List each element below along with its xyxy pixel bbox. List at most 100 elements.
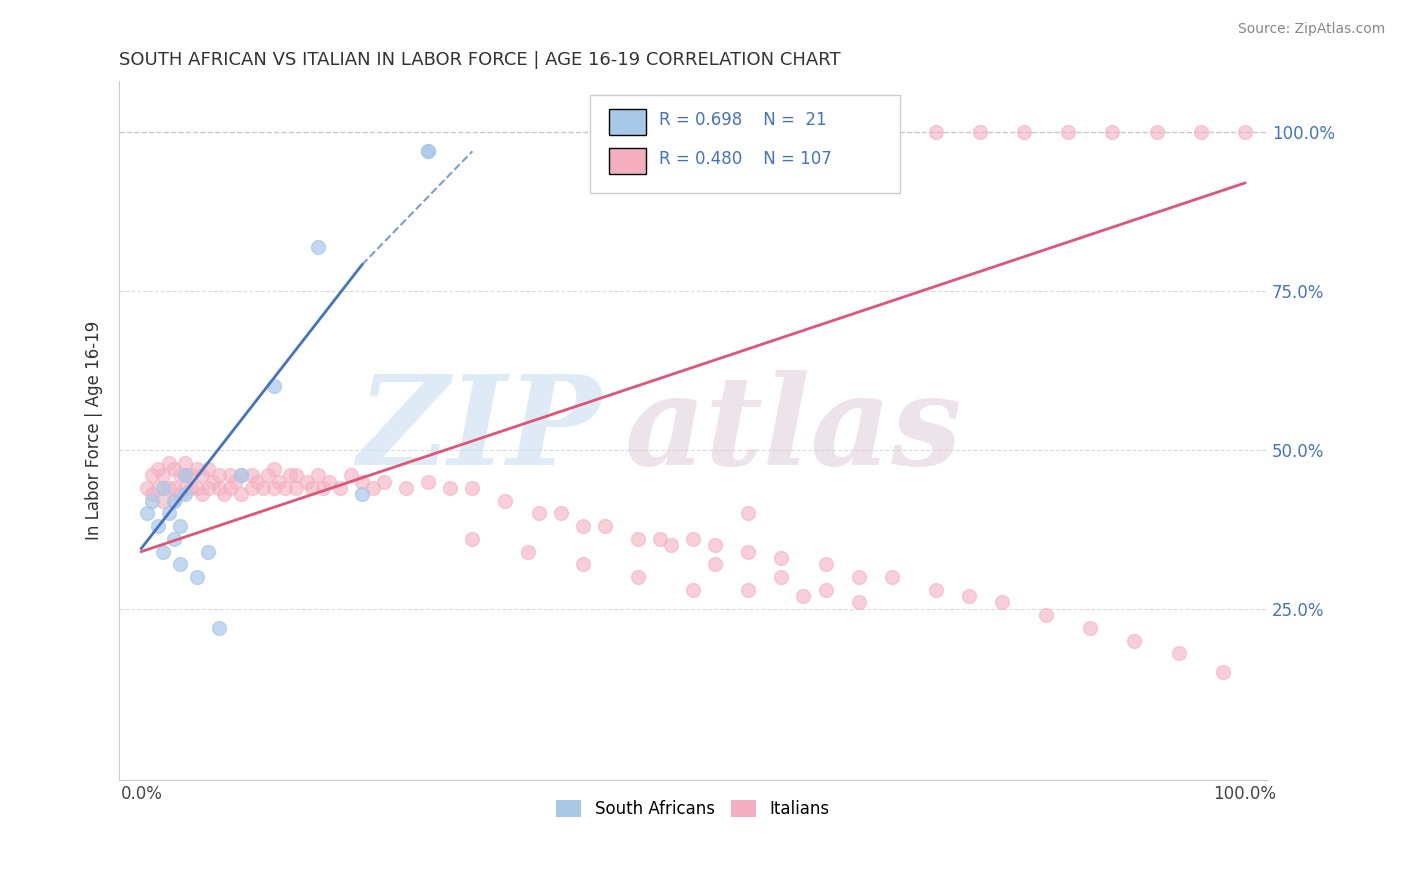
Point [191, 468, 214, 483]
Point [174, 468, 197, 483]
Point [224, 475, 246, 489]
Point [350, 487, 373, 501]
Point [295, 475, 318, 489]
Point [418, 145, 440, 159]
Point [461, 481, 484, 495]
Point [1167, 646, 1189, 660]
Point [263, 481, 285, 495]
Point [361, 481, 384, 495]
Point [240, 481, 263, 495]
Point [152, 481, 174, 495]
Point [318, 475, 340, 489]
Point [180, 481, 202, 495]
Point [969, 125, 991, 139]
Point [141, 487, 163, 501]
Point [186, 462, 208, 476]
Point [1012, 125, 1035, 139]
Point [848, 570, 870, 584]
Point [284, 468, 307, 483]
Point [1212, 665, 1234, 680]
Point [186, 570, 208, 584]
Point [925, 125, 948, 139]
Point [152, 468, 174, 483]
Point [207, 468, 229, 483]
Point [495, 493, 517, 508]
Point [152, 493, 174, 508]
Point [814, 558, 837, 572]
Point [169, 519, 191, 533]
Text: SOUTH AFRICAN VS ITALIAN IN LABOR FORCE | AGE 16-19 CORRELATION CHART: SOUTH AFRICAN VS ITALIAN IN LABOR FORCE … [120, 51, 841, 69]
Point [163, 493, 186, 508]
Point [146, 481, 169, 495]
Point [329, 481, 352, 495]
Point [737, 507, 759, 521]
Point [770, 550, 793, 565]
Point [269, 475, 291, 489]
Point [1101, 125, 1123, 139]
Point [418, 145, 440, 159]
Point [202, 475, 225, 489]
Point [169, 558, 191, 572]
Point [925, 582, 948, 597]
Point [627, 532, 650, 546]
Point [207, 481, 229, 495]
Point [1123, 633, 1146, 648]
Point [704, 558, 727, 572]
Point [770, 570, 793, 584]
Point [207, 621, 229, 635]
Text: atlas: atlas [624, 370, 962, 491]
Point [814, 582, 837, 597]
Point [218, 481, 240, 495]
Point [246, 475, 269, 489]
Point [163, 462, 186, 476]
Point [1035, 608, 1057, 623]
Point [571, 519, 593, 533]
Point [141, 468, 163, 483]
Point [307, 468, 329, 483]
Point [174, 456, 197, 470]
Point [837, 125, 859, 139]
Y-axis label: In Labor Force | Age 16-19: In Labor Force | Age 16-19 [86, 321, 103, 541]
Point [274, 481, 297, 495]
Point [229, 487, 252, 501]
Point [527, 507, 550, 521]
Point [648, 532, 671, 546]
Point [880, 570, 903, 584]
Point [571, 558, 593, 572]
Point [395, 481, 418, 495]
Point [229, 468, 252, 483]
Point [312, 481, 335, 495]
Point [212, 487, 235, 501]
Point [307, 239, 329, 253]
Point [1189, 125, 1212, 139]
Point [1146, 125, 1168, 139]
Point [682, 532, 704, 546]
Point [169, 487, 191, 501]
Point [792, 125, 814, 139]
Point [439, 481, 461, 495]
Point [191, 487, 214, 501]
Point [1057, 125, 1080, 139]
Point [284, 481, 307, 495]
Point [263, 379, 285, 393]
Point [157, 456, 180, 470]
Point [240, 468, 263, 483]
Point [197, 544, 219, 558]
Point [218, 468, 240, 483]
Point [174, 487, 197, 501]
Point [157, 507, 180, 521]
Point [659, 538, 682, 552]
FancyBboxPatch shape [609, 109, 645, 136]
Text: R = 0.480    N = 107: R = 0.480 N = 107 [658, 150, 831, 168]
Legend: South Africans, Italians: South Africans, Italians [550, 793, 837, 824]
Text: ZIP: ZIP [357, 370, 602, 491]
Point [135, 481, 157, 495]
Point [350, 475, 373, 489]
Point [516, 544, 538, 558]
Point [1078, 621, 1101, 635]
Point [461, 532, 484, 546]
Point [229, 468, 252, 483]
Point [627, 570, 650, 584]
Point [146, 519, 169, 533]
Point [704, 538, 727, 552]
